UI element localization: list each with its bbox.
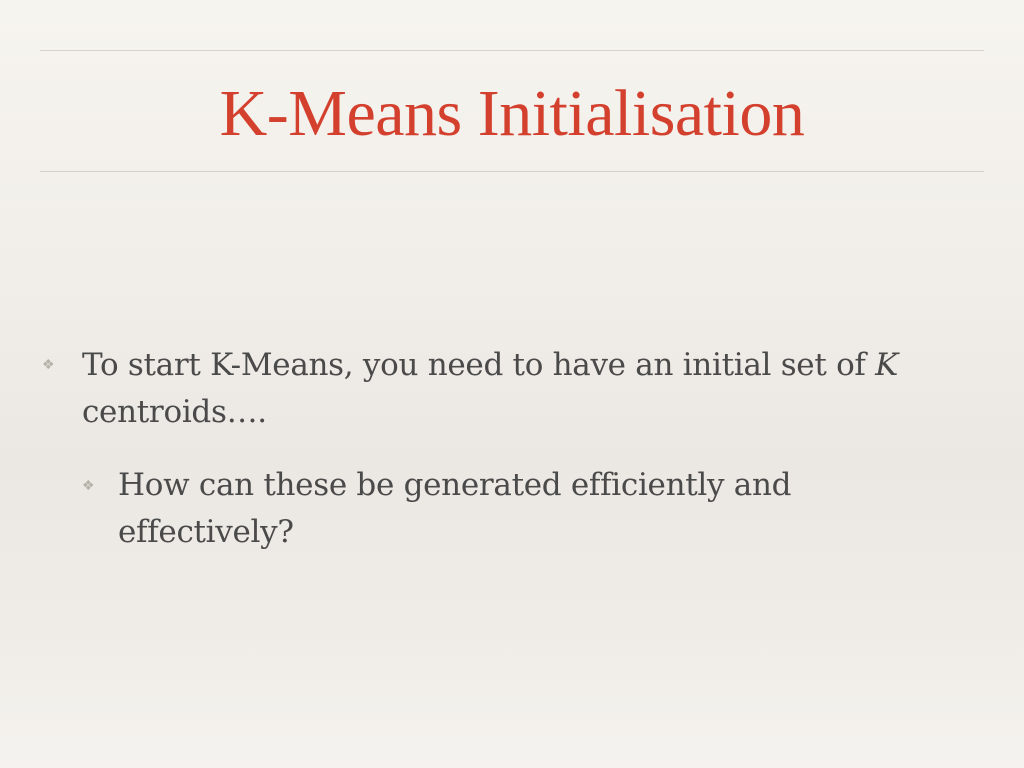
title-bottom-rule — [40, 171, 984, 172]
slide-title: K-Means Initialisation — [219, 77, 805, 150]
title-top-rule — [40, 50, 984, 51]
bullet-text: To start K-Means, you need to have an in… — [82, 347, 876, 383]
bullet-emphasis: K — [875, 347, 899, 383]
bullet-marker-icon: ❖ — [42, 357, 55, 373]
sub-bullet-marker-icon: ❖ — [82, 478, 95, 494]
bullet-level-2: How can these be generated efficiently a… — [118, 467, 792, 550]
bullet-level-1: To start K-Means, you need to have an in… — [82, 342, 962, 436]
bullet-continuation: centroids…. — [82, 394, 267, 430]
